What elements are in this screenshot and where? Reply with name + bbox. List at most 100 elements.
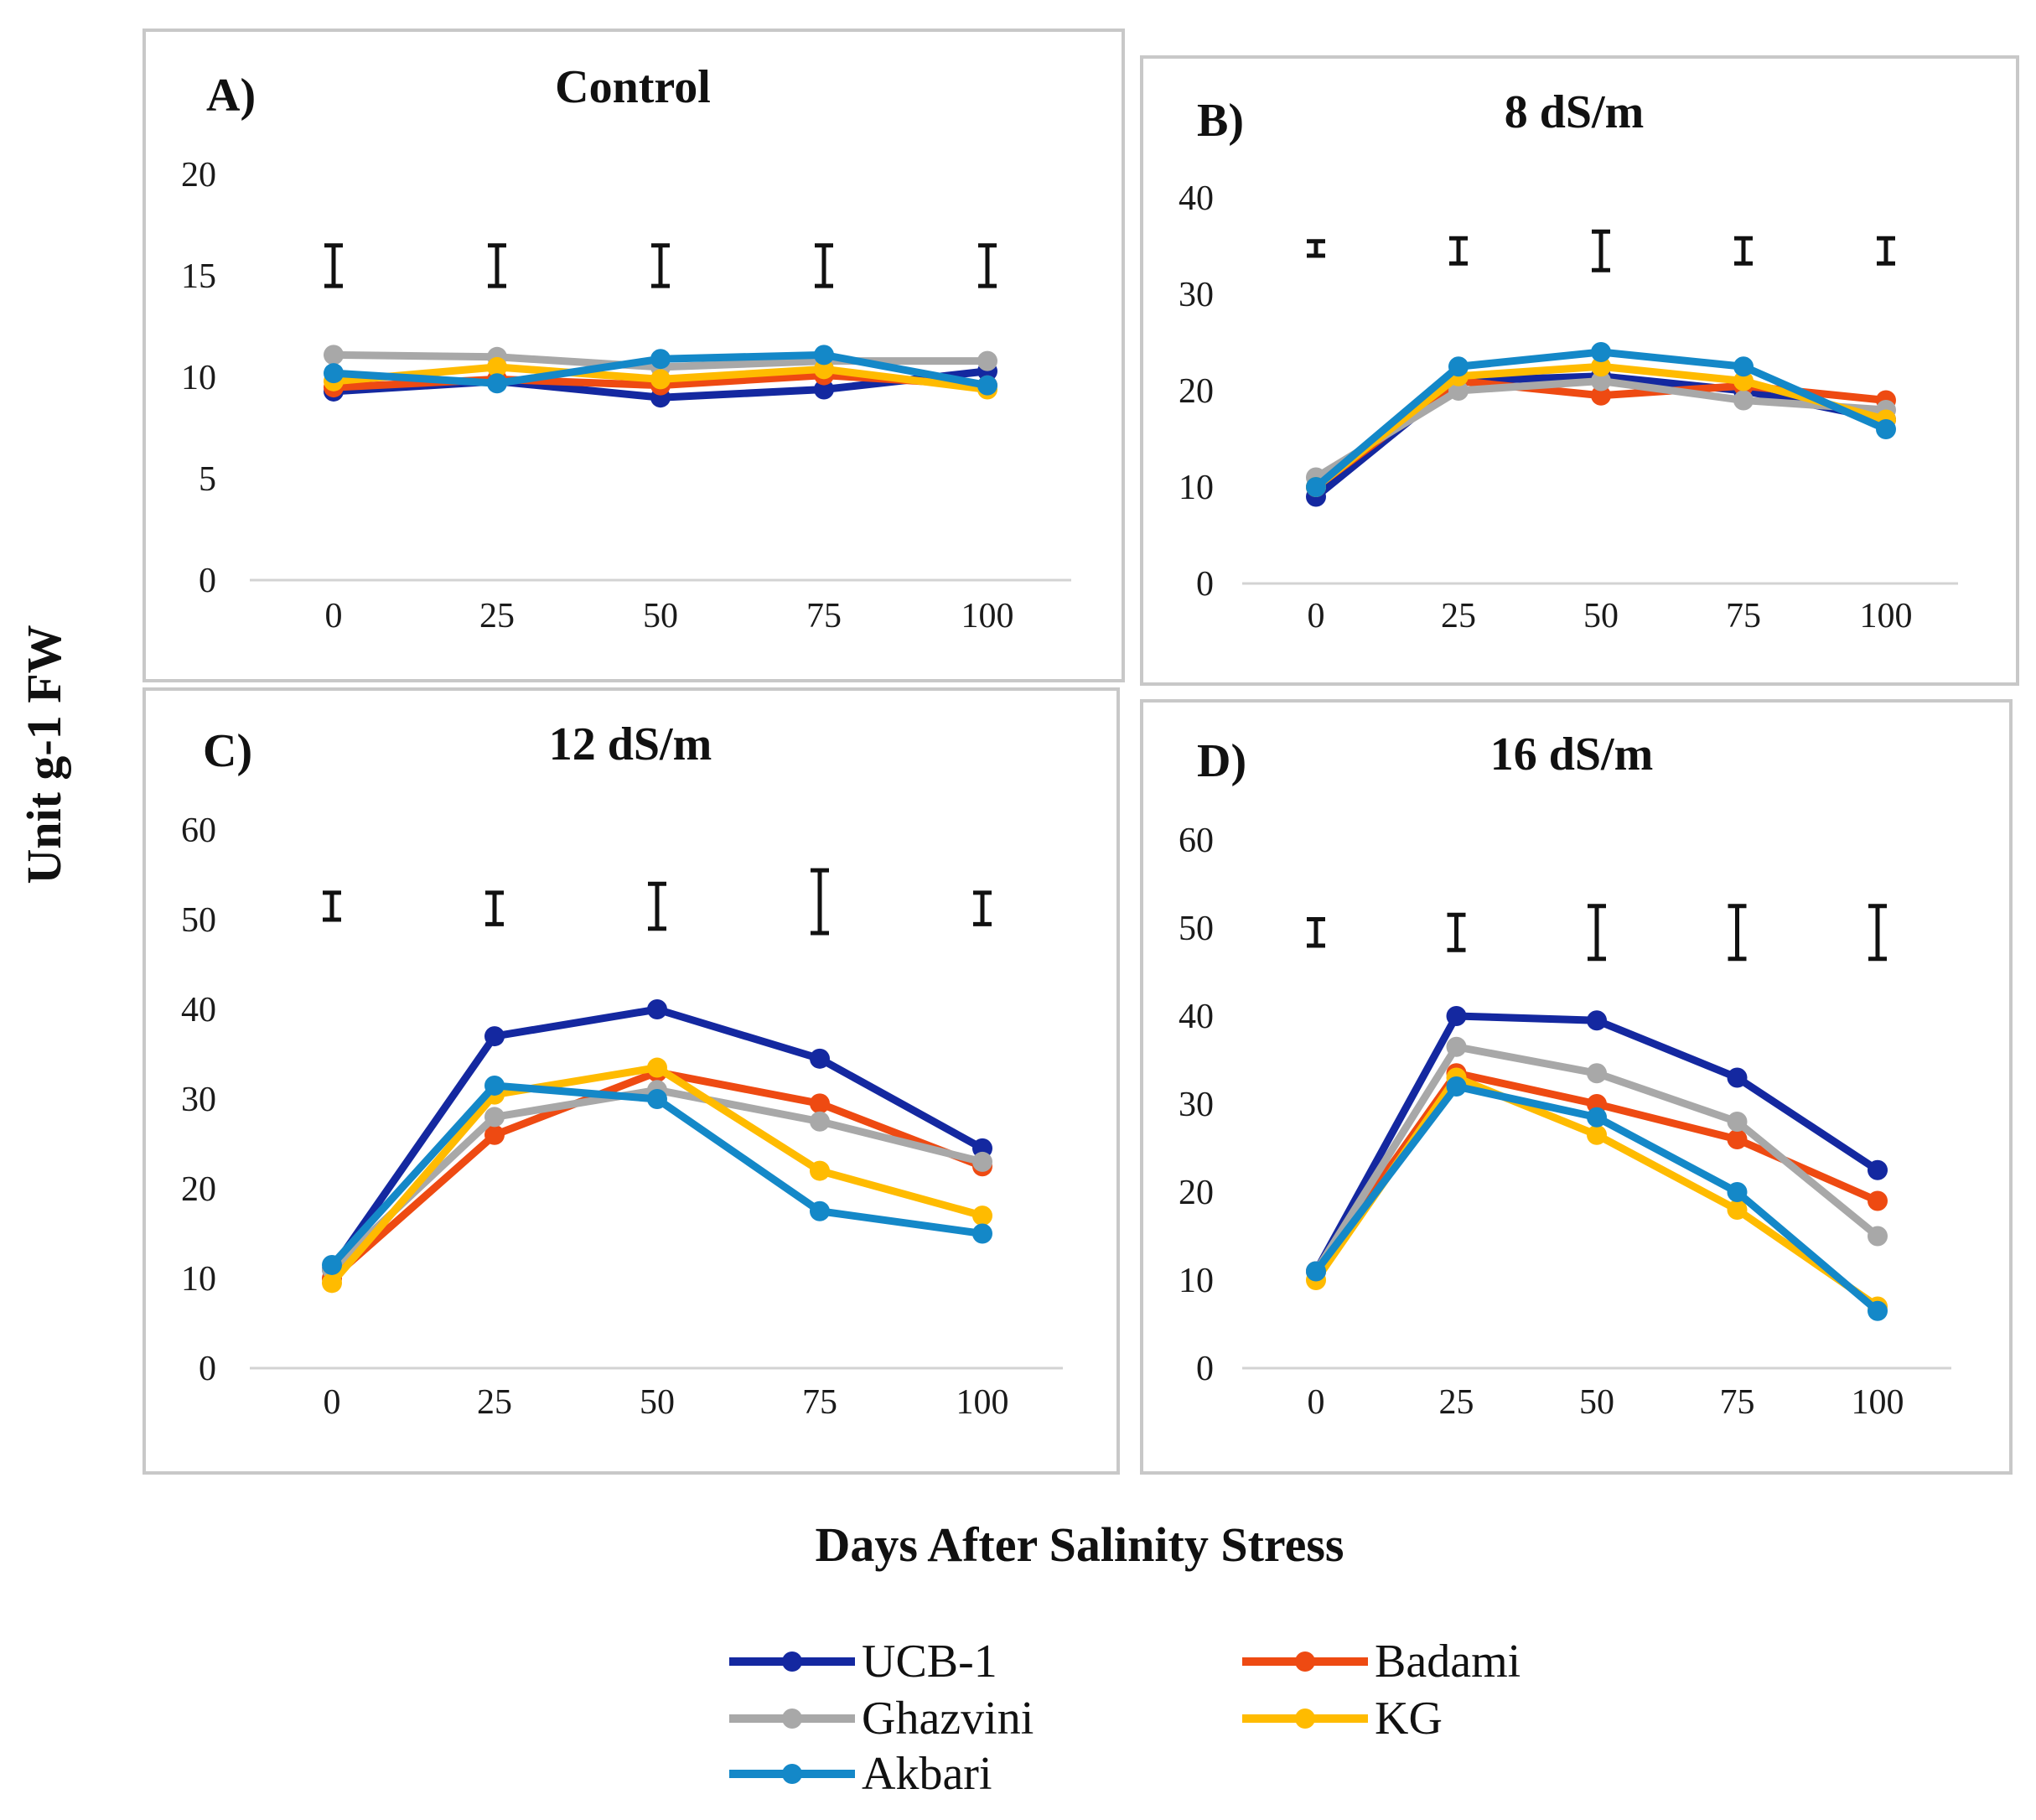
panel-d-series-kg-point: [1587, 1124, 1607, 1145]
panel-d-y-tick: 50: [1179, 910, 1214, 948]
panel-d-error-bar: [1447, 912, 1466, 952]
panel-d-y-tick: 0: [1196, 1350, 1214, 1388]
panel-b-x-tick: 75: [1726, 597, 1761, 635]
panel-c-y-tick: 20: [181, 1170, 216, 1209]
panel-b-y-tick: 0: [1196, 565, 1214, 604]
panel-b-y-tick: 30: [1179, 276, 1214, 314]
panel-c-series-ghazvini-point: [484, 1107, 505, 1128]
panel-b-series-akbari-point: [1306, 477, 1326, 497]
panel-b-error-bar: [1307, 239, 1325, 258]
panel-c-x-tick: 0: [324, 1383, 341, 1422]
panel-b-series-akbari-point: [1448, 356, 1469, 377]
panel-c-series-ucb-1-point: [484, 1026, 505, 1047]
panel-c-error-bar: [485, 890, 504, 926]
panel-b: B) 8 dS/m 0 10 20 30 40 0 25 50 75 100: [1140, 55, 2019, 686]
panel-a-error-bar: [324, 243, 343, 288]
panel-d: D) 16 dS/m 0 10 20 30 40 50 60 0 25 50 75 100: [1140, 699, 2013, 1475]
panel-a-series-ghazvini-point: [977, 350, 997, 371]
panel-d-title: 16 dS/m: [1490, 729, 1654, 780]
panel-b-y-tick: 40: [1179, 179, 1214, 218]
legend-item-kg: KG: [1242, 1693, 1443, 1745]
panel-b-series-kg-point: [1591, 356, 1611, 377]
panel-c-series-badami-point: [810, 1093, 830, 1114]
panel-d-y-tick: 40: [1179, 998, 1214, 1036]
panel-a-title: Control: [555, 61, 711, 113]
panel-d-series-akbari-point: [1587, 1107, 1607, 1128]
panel-a-y-tick: 15: [181, 257, 216, 296]
panel-c-series-kg-point: [972, 1206, 992, 1226]
panel-d-y-tick: 20: [1179, 1174, 1214, 1212]
legend-item-akbari: Akbari: [729, 1748, 992, 1800]
panel-b-series-badami-point: [1591, 385, 1611, 406]
legend-item-ucb-1: UCB-1: [729, 1636, 997, 1688]
panel-a-series-kg-point: [650, 369, 671, 390]
panel-d-error-bar: [1868, 904, 1887, 962]
panel-a-frame: [142, 29, 1125, 682]
panel-b-series-akbari-point: [1876, 419, 1896, 439]
panel-a-series-akbari-point: [977, 375, 997, 396]
panel-d-label: D): [1197, 735, 1246, 787]
panel-b-series-ghazvini-point: [1591, 371, 1611, 391]
panel-a-y-tick: 20: [181, 156, 216, 194]
panel-c: C) 12 dS/m 0 10 20 30 40 50 60 0 25 50 75 100: [142, 687, 1120, 1475]
panel-d-y-tick: 60: [1179, 822, 1214, 860]
panel-d-y-tick: 10: [1179, 1262, 1214, 1300]
legend-swatch-marker: [782, 1764, 802, 1784]
panel-c-y-tick: 60: [181, 811, 216, 850]
legend-label: KG: [1375, 1693, 1443, 1745]
panel-b-label: B): [1197, 95, 1244, 147]
panel-b-x-tick: 100: [1860, 597, 1913, 635]
panel-c-series-akbari-point: [972, 1223, 992, 1244]
panel-c-x-tick: 50: [640, 1383, 675, 1422]
panel-c-error-bar: [811, 868, 829, 936]
panel-b-y-tick: 20: [1179, 372, 1214, 411]
panel-c-series-akbari-point: [322, 1254, 342, 1275]
y-axis-title: Unit g-1 FW: [17, 625, 71, 884]
panel-c-y-tick: 0: [199, 1350, 216, 1388]
panel-d-series-badami-point: [1868, 1190, 1888, 1211]
panel-d-x-tick: 0: [1308, 1383, 1325, 1422]
panel-d-series-ghazvini-point: [1727, 1112, 1748, 1132]
panel-a-error-bar: [815, 243, 833, 288]
panel-b-series-akbari-point: [1733, 356, 1754, 377]
panel-d-error-bar: [1588, 904, 1606, 962]
panel-a-x-tick: 0: [325, 597, 343, 635]
panel-b-title: 8 dS/m: [1505, 86, 1645, 138]
panel-c-series-ghazvini-point: [810, 1111, 830, 1132]
panel-c-error-bar: [973, 890, 992, 926]
panel-d-series-ghazvini-point: [1587, 1063, 1607, 1084]
panel-a-series-kg-point: [487, 356, 507, 377]
panel-b-error-bar: [1734, 236, 1753, 266]
panel-d-x-tick: 100: [1852, 1383, 1904, 1422]
legend-label: Badami: [1375, 1636, 1521, 1688]
legend-swatch-marker: [1295, 1709, 1315, 1729]
panel-c-series-kg-point: [647, 1057, 667, 1078]
panel-a-series-ghazvini-point: [324, 345, 344, 366]
panel-b-series-akbari-point: [1591, 342, 1611, 362]
panel-c-x-tick: 75: [802, 1383, 837, 1422]
panel-d-series-akbari-point: [1446, 1076, 1467, 1097]
panel-c-error-bar: [323, 890, 341, 922]
panel-c-error-bar: [648, 881, 666, 931]
legend-swatch-marker: [1295, 1651, 1315, 1672]
panel-c-y-tick: 30: [181, 1081, 216, 1119]
panel-c-series-badami-point: [484, 1124, 505, 1145]
panel-b-x-tick: 0: [1308, 597, 1325, 635]
panel-a-y-tick: 0: [199, 562, 216, 600]
panel-c-series-akbari-point: [810, 1200, 830, 1221]
panel-c-series-ucb-1-point: [810, 1048, 830, 1069]
panel-c-series-ucb-1-point: [647, 999, 667, 1019]
panel-d-series-akbari-point: [1727, 1182, 1748, 1202]
panel-c-title: 12 dS/m: [549, 718, 712, 770]
panel-d-series-kg-point: [1727, 1200, 1748, 1220]
panel-b-x-tick: 25: [1441, 597, 1476, 635]
panel-a-error-bar: [978, 243, 997, 288]
panel-d-frame: [1140, 699, 2013, 1475]
panel-a-x-tick: 75: [806, 597, 842, 635]
panel-c-series-ghazvini-point: [972, 1151, 992, 1172]
panel-c-x-tick: 100: [956, 1383, 1009, 1422]
panel-d-series-ucb-1-point: [1587, 1010, 1607, 1031]
panel-c-series-kg-point: [322, 1273, 342, 1294]
legend-item-badami: Badami: [1242, 1636, 1521, 1688]
